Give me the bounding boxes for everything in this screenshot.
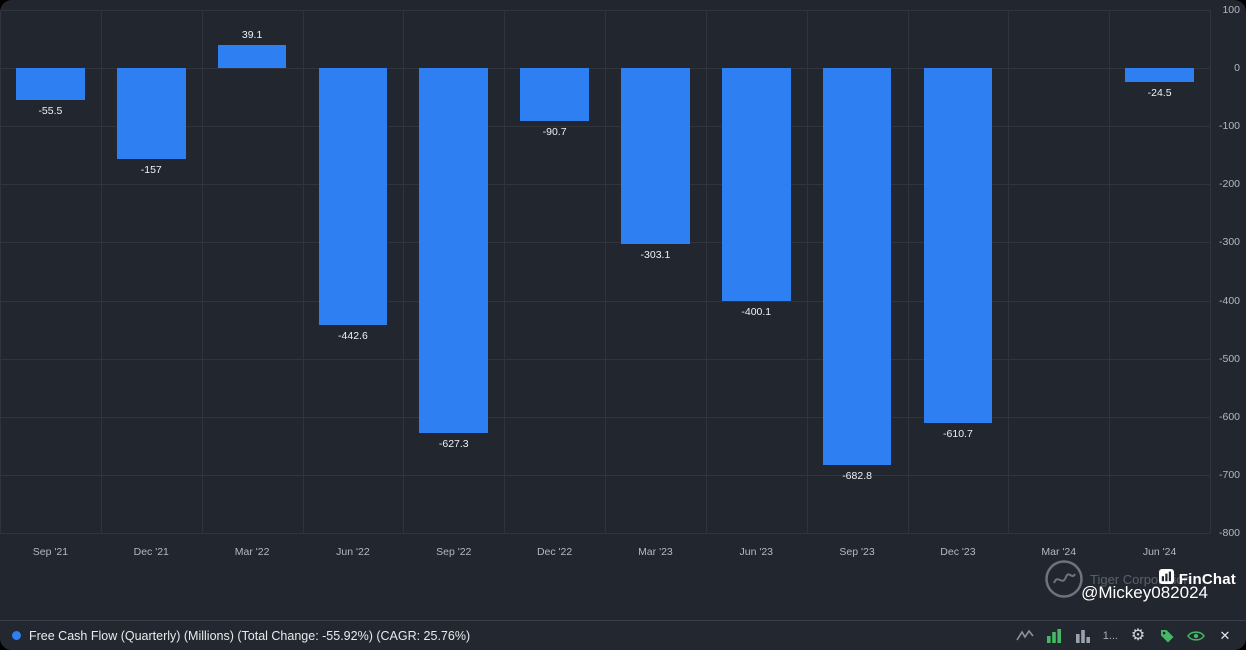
grid-line-v bbox=[302, 10, 304, 533]
y-tick-label: -800 bbox=[1218, 527, 1240, 539]
bar-chart-green-icon[interactable] bbox=[1045, 627, 1063, 645]
x-tick-label: Dec '23 bbox=[940, 546, 976, 558]
bar[interactable] bbox=[822, 68, 892, 465]
grid-line-v bbox=[201, 10, 203, 533]
bar-value-label: -303.1 bbox=[640, 249, 671, 262]
finchat-brand-label: FinChat bbox=[1178, 570, 1236, 588]
bar[interactable] bbox=[116, 68, 186, 160]
bar[interactable] bbox=[1125, 68, 1194, 83]
finchat-brand: FinChat bbox=[1158, 569, 1236, 589]
plot-area[interactable]: -55.5 -157 39.1 -442.6 -627.3 -90.7 -303.1 -400… bbox=[0, 10, 1211, 534]
y-tick-label: -300 bbox=[1218, 236, 1240, 249]
y-tick-label: 100 bbox=[1222, 4, 1240, 16]
y-tick-label: -100 bbox=[1218, 120, 1240, 133]
x-tick-label: Mar '23 bbox=[638, 546, 673, 558]
bar[interactable] bbox=[621, 68, 690, 245]
grid-line-v bbox=[1109, 10, 1111, 533]
bar-value-label: -400.1 bbox=[741, 305, 772, 318]
y-tick-label: 0 bbox=[1234, 62, 1240, 75]
bar-value-label: -610.7 bbox=[943, 427, 973, 440]
grid-line-v bbox=[1210, 10, 1211, 533]
y-axis: 100 0 -100 -200 -300 -400 -500 -600 -700 -800 bbox=[1208, 4, 1240, 539]
y-tick-label: -600 bbox=[1218, 410, 1240, 423]
y-tick-label: -700 bbox=[1218, 468, 1240, 481]
grid-line-v bbox=[1008, 10, 1010, 533]
y-tick-label: -500 bbox=[1218, 352, 1240, 365]
bar[interactable] bbox=[520, 68, 589, 121]
grid-line-v bbox=[504, 10, 506, 533]
footer-tools: 1... ⚙ ✕ bbox=[1016, 627, 1234, 645]
grid-line-v bbox=[100, 10, 102, 533]
page-indicator[interactable]: 1... bbox=[1102, 629, 1118, 642]
x-tick-label: Jun '23 bbox=[739, 546, 774, 558]
bar-value-label: -157 bbox=[140, 164, 162, 177]
legend-dot bbox=[12, 631, 21, 640]
close-icon[interactable]: ✕ bbox=[1219, 628, 1231, 643]
company-logo-icon bbox=[1044, 559, 1084, 604]
grid-line-h bbox=[0, 533, 1210, 534]
y-tick-label: -200 bbox=[1218, 178, 1240, 191]
tag-icon[interactable] bbox=[1158, 627, 1176, 645]
bar[interactable] bbox=[721, 68, 791, 301]
bar-chart-gray-icon[interactable] bbox=[1074, 627, 1092, 645]
x-tick-label: Jun '22 bbox=[336, 546, 370, 558]
bar-value-label: 39.1 bbox=[241, 29, 263, 42]
bar[interactable] bbox=[16, 68, 85, 101]
x-axis: Sep '21 Dec '21 Mar '22 Jun '22 Sep '22 Dec '… bbox=[0, 546, 1210, 562]
bar-value-label: -442.6 bbox=[338, 330, 368, 343]
x-tick-label: Mar '24 bbox=[1041, 546, 1077, 558]
bar[interactable] bbox=[923, 68, 993, 423]
username-overlay: @Mickey082024 bbox=[1081, 583, 1208, 602]
x-tick-label: Dec '22 bbox=[536, 546, 573, 558]
grid-line-v bbox=[705, 10, 707, 533]
x-tick-label: Jun '24 bbox=[1142, 546, 1177, 558]
bar-value-label: -24.5 bbox=[1147, 87, 1172, 100]
bar-value-label: -627.3 bbox=[438, 437, 469, 450]
x-tick-label: Mar '22 bbox=[234, 546, 270, 558]
scribble-icon[interactable] bbox=[1016, 627, 1034, 645]
bar[interactable] bbox=[318, 68, 388, 326]
y-tick-label: -400 bbox=[1218, 294, 1240, 307]
finchat-logo-icon bbox=[1158, 569, 1174, 589]
grid-line-v bbox=[806, 10, 808, 533]
x-tick-label: Sep '22 bbox=[436, 546, 472, 558]
bar-value-label: -682.8 bbox=[842, 469, 872, 482]
legend[interactable]: Free Cash Flow (Quarterly) (Millions) (T… bbox=[12, 629, 470, 643]
x-tick-label: Dec '21 bbox=[133, 546, 169, 558]
bar-value-label: -55.5 bbox=[38, 105, 63, 118]
x-tick-label: Sep '21 bbox=[32, 546, 69, 558]
grid-line-v bbox=[605, 10, 606, 533]
eye-icon[interactable] bbox=[1187, 627, 1205, 645]
grid-line-v bbox=[403, 10, 405, 533]
grid-line-v bbox=[0, 10, 1, 533]
legend-label: Free Cash Flow (Quarterly) (Millions) (T… bbox=[29, 628, 471, 643]
footer-toolbar: Free Cash Flow (Quarterly) (Millions) (T… bbox=[0, 620, 1246, 650]
bar[interactable] bbox=[217, 45, 287, 69]
bar[interactable] bbox=[419, 68, 489, 433]
grid-line-v bbox=[907, 10, 909, 533]
settings-gear-icon[interactable]: ⚙ bbox=[1130, 626, 1146, 644]
watermark: Tiger Corporation FinChat bbox=[1044, 559, 1236, 601]
bar-value-label: -90.7 bbox=[542, 125, 567, 138]
x-tick-label: Sep '23 bbox=[839, 546, 875, 558]
